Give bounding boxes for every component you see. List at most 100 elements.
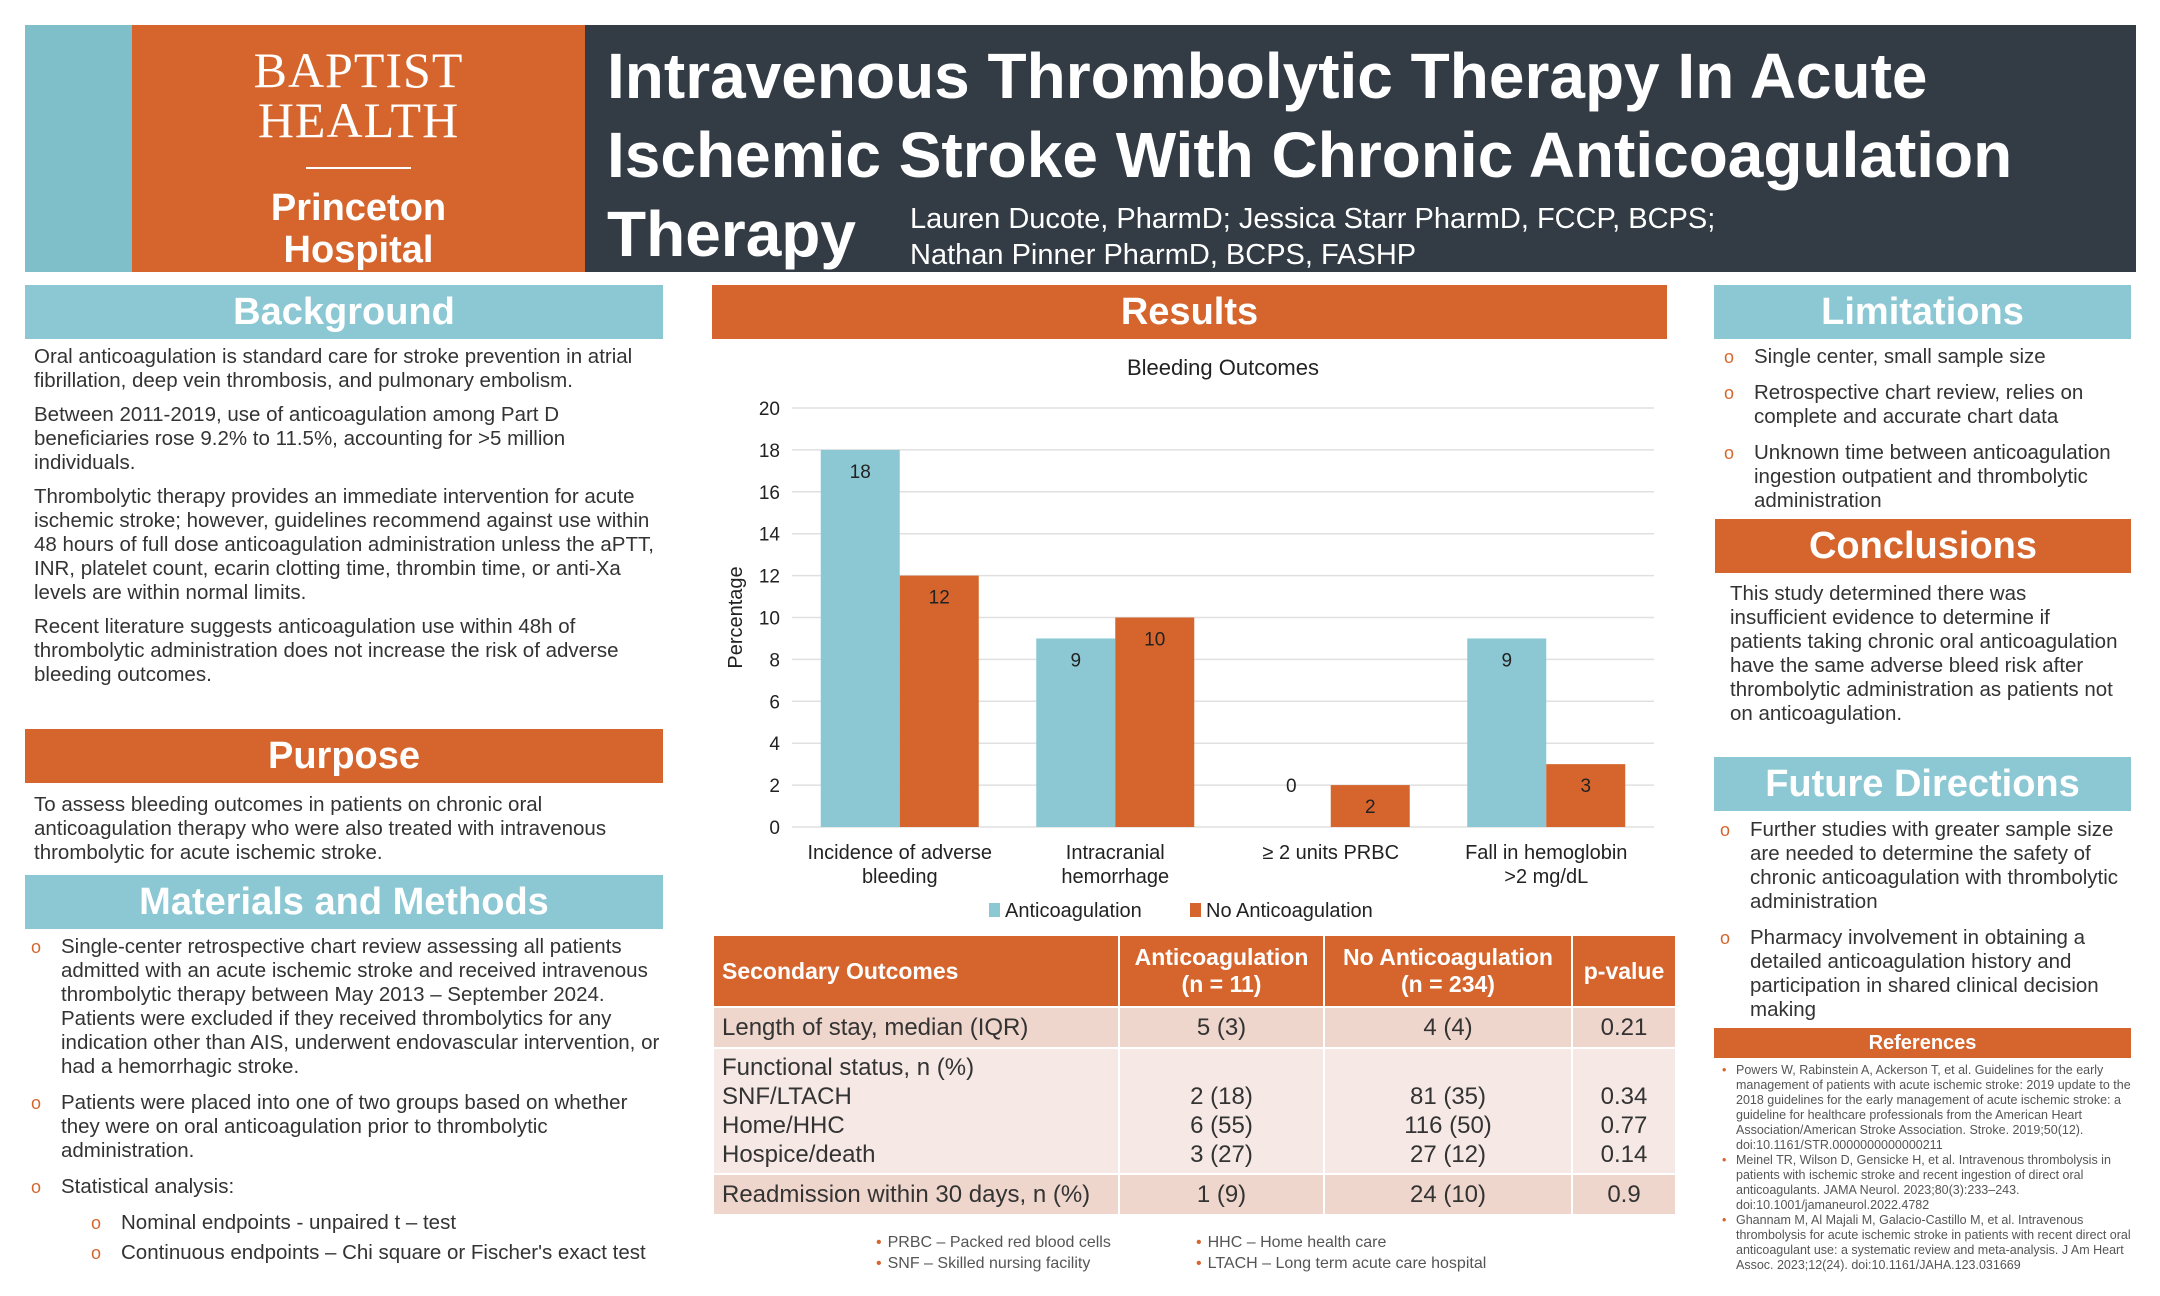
logo-princeton: Princeton	[270, 187, 447, 229]
future-directions-heading: Future Directions	[1714, 757, 2131, 811]
value: 0.77	[1600, 1112, 1648, 1139]
y-tick-label: 18	[759, 441, 780, 462]
y-tick-label: 14	[759, 525, 781, 546]
table-cell: Readmission within 30 days, n (%)	[712, 1173, 1120, 1216]
data-label: 3	[1580, 776, 1591, 797]
bar-no-anticoagulation	[1330, 785, 1410, 827]
row-label: SNF/LTACH	[722, 1083, 852, 1110]
table-cell: Length of stay, median (IQR)	[712, 1006, 1120, 1049]
y-tick-label: 16	[759, 483, 780, 504]
row-label: Home/HHC	[722, 1112, 845, 1139]
bar-no-anticoagulation	[1115, 617, 1195, 827]
value: 3 (27)	[1190, 1141, 1253, 1168]
column-header: No Anticoagulation (n = 234)	[1323, 934, 1573, 1008]
y-tick-label: 20	[759, 399, 780, 420]
data-label: 10	[1144, 630, 1165, 651]
list-item: Unknown time between anticoagulation ing…	[1718, 441, 2133, 513]
footnote: • LTACH – Long term acute care hospital	[1196, 1255, 1487, 1272]
list-item: Single-center retrospective chart review…	[25, 935, 665, 1079]
value: 81 (35)	[1409, 1083, 1487, 1110]
legend-label: No Anticoagulation	[1206, 900, 1373, 922]
value: 6 (55)	[1190, 1112, 1253, 1139]
table-cell: 24 (10)	[1323, 1173, 1573, 1216]
limitations-heading: Limitations	[1714, 285, 2131, 339]
footnote: • SNF – Skilled nursing facility	[876, 1255, 1091, 1272]
x-tick-label: ≥ 2 units PRBC	[1262, 842, 1399, 864]
y-axis-label: Percentage	[725, 566, 747, 668]
column-header: Secondary Outcomes	[712, 934, 1120, 1008]
y-tick-label: 4	[769, 734, 780, 755]
references-list: Powers W, Rabinstein A, Ackerson T, et a…	[1718, 1063, 2133, 1273]
table-cell: 81 (35) 116 (50) 27 (12)	[1323, 1047, 1573, 1175]
table-cell: 1 (9)	[1118, 1173, 1325, 1216]
list-item: Continuous endpoints – Chi square or Fis…	[85, 1241, 665, 1265]
bleeding-outcomes-chart: Bleeding Outcomes Percentage 0 2 4 6 8 10 12 14 16…	[725, 355, 1654, 922]
paragraph: Oral anticoagulation is standard care fo…	[34, 345, 633, 392]
legend-label: Anticoagulation	[1005, 900, 1142, 922]
methods-heading: Materials and Methods	[25, 875, 663, 929]
list-item: Retrospective chart review, relies on co…	[1718, 381, 2133, 429]
value: 2 (18)	[1190, 1083, 1253, 1110]
table-row: Functional status, n (%) SNF/LTACH Home/HH…	[712, 1047, 1677, 1175]
footnote: • PRBC – Packed red blood cells	[876, 1234, 1111, 1251]
legend-swatch	[989, 903, 1000, 917]
authors: Lauren Ducote, PharmD; Jessica Starr Pha…	[910, 201, 1715, 273]
x-tick-label: hemorrhage	[1061, 866, 1169, 888]
data-label: 9	[1501, 650, 1512, 671]
x-tick-label: Fall in hemoglobin	[1465, 842, 1627, 864]
logo-hospital: Hospital	[283, 229, 434, 271]
results-heading: Results	[712, 285, 1667, 339]
bar-anticoagulation	[1467, 638, 1547, 827]
table-row: Length of stay, median (IQR) 5 (3) 4 (4)…	[712, 1006, 1677, 1049]
value: 116 (50)	[1404, 1112, 1492, 1139]
paragraph: Between 2011-2019, use of anticoagulatio…	[34, 403, 566, 474]
table-cell: 4 (4)	[1323, 1006, 1573, 1049]
references-heading: References	[1714, 1028, 2131, 1058]
value: 27 (12)	[1409, 1141, 1487, 1168]
bar-no-anticoagulation	[1546, 764, 1626, 827]
x-tick-label: Intracranial	[1066, 842, 1165, 864]
table-cell: Functional status, n (%) SNF/LTACH Home/HH…	[712, 1047, 1120, 1175]
list-item: Single center, small sample size	[1718, 345, 2133, 369]
conclusions-heading: Conclusions	[1715, 519, 2131, 573]
chart-title: Bleeding Outcomes	[1127, 355, 1319, 380]
authors-line: Lauren Ducote, PharmD; Jessica Starr Pha…	[910, 203, 1716, 235]
list-item: Pharmacy involvement in obtaining a deta…	[1714, 926, 2131, 1022]
authors-line: Nathan Pinner PharmD, BCPS, FASHP	[910, 239, 1417, 271]
logo-health: HEALTH	[257, 92, 460, 148]
row-label: Hospice/death	[722, 1141, 876, 1168]
paragraph: Recent literature suggests anticoagulati…	[34, 615, 619, 686]
table-cell: 0.9	[1571, 1173, 1677, 1216]
column-header: p-value	[1571, 934, 1677, 1008]
secondary-outcomes-table: Secondary Outcomes Anticoagulation (n = …	[712, 934, 1677, 1216]
data-label: 12	[929, 588, 950, 609]
y-tick-label: 10	[759, 609, 780, 630]
conclusions-text: This study determined there was insuffic…	[1730, 582, 2118, 725]
table-cell: 5 (3)	[1118, 1006, 1325, 1049]
value: 0.14	[1600, 1141, 1648, 1168]
purpose-heading: Purpose	[25, 729, 663, 783]
legend-swatch	[1190, 903, 1201, 917]
list-item: Nominal endpoints - unpaired t – test	[85, 1211, 665, 1235]
table-cell: 0.34 0.77 0.14	[1571, 1047, 1677, 1175]
table-row: Readmission within 30 days, n (%) 1 (9) …	[712, 1173, 1677, 1216]
reference: Meinel TR, Wilson D, Gensicke H, et al. …	[1718, 1153, 2133, 1213]
functional-status-label: Functional status, n (%)	[722, 1054, 975, 1081]
logo-panel: BAPTIST HEALTH Princeton Hospital	[132, 25, 585, 272]
purpose-text: To assess bleeding outcomes in patients …	[34, 793, 607, 864]
footnote: • HHC – Home health care	[1196, 1234, 1387, 1251]
poster-title: Intravenous Thrombolytic Therapy In Acut…	[607, 40, 2013, 270]
list-item: Further studies with greater sample size…	[1714, 818, 2131, 914]
y-tick-label: 0	[769, 818, 780, 839]
header-accent-bar	[25, 25, 132, 272]
x-tick-label: Incidence of adverse	[807, 842, 992, 864]
y-tick-label: 6	[769, 692, 780, 713]
data-label: 9	[1070, 650, 1081, 671]
bar-anticoagulation	[1036, 638, 1116, 827]
y-tick-label: 8	[769, 650, 780, 671]
paragraph: Thrombolytic therapy provides an immedia…	[34, 485, 654, 604]
reference: Powers W, Rabinstein A, Ackerson T, et a…	[1718, 1063, 2133, 1153]
column-header: Anticoagulation (n = 11)	[1118, 934, 1325, 1008]
y-tick-label: 2	[769, 776, 780, 797]
data-label: 0	[1286, 776, 1297, 797]
